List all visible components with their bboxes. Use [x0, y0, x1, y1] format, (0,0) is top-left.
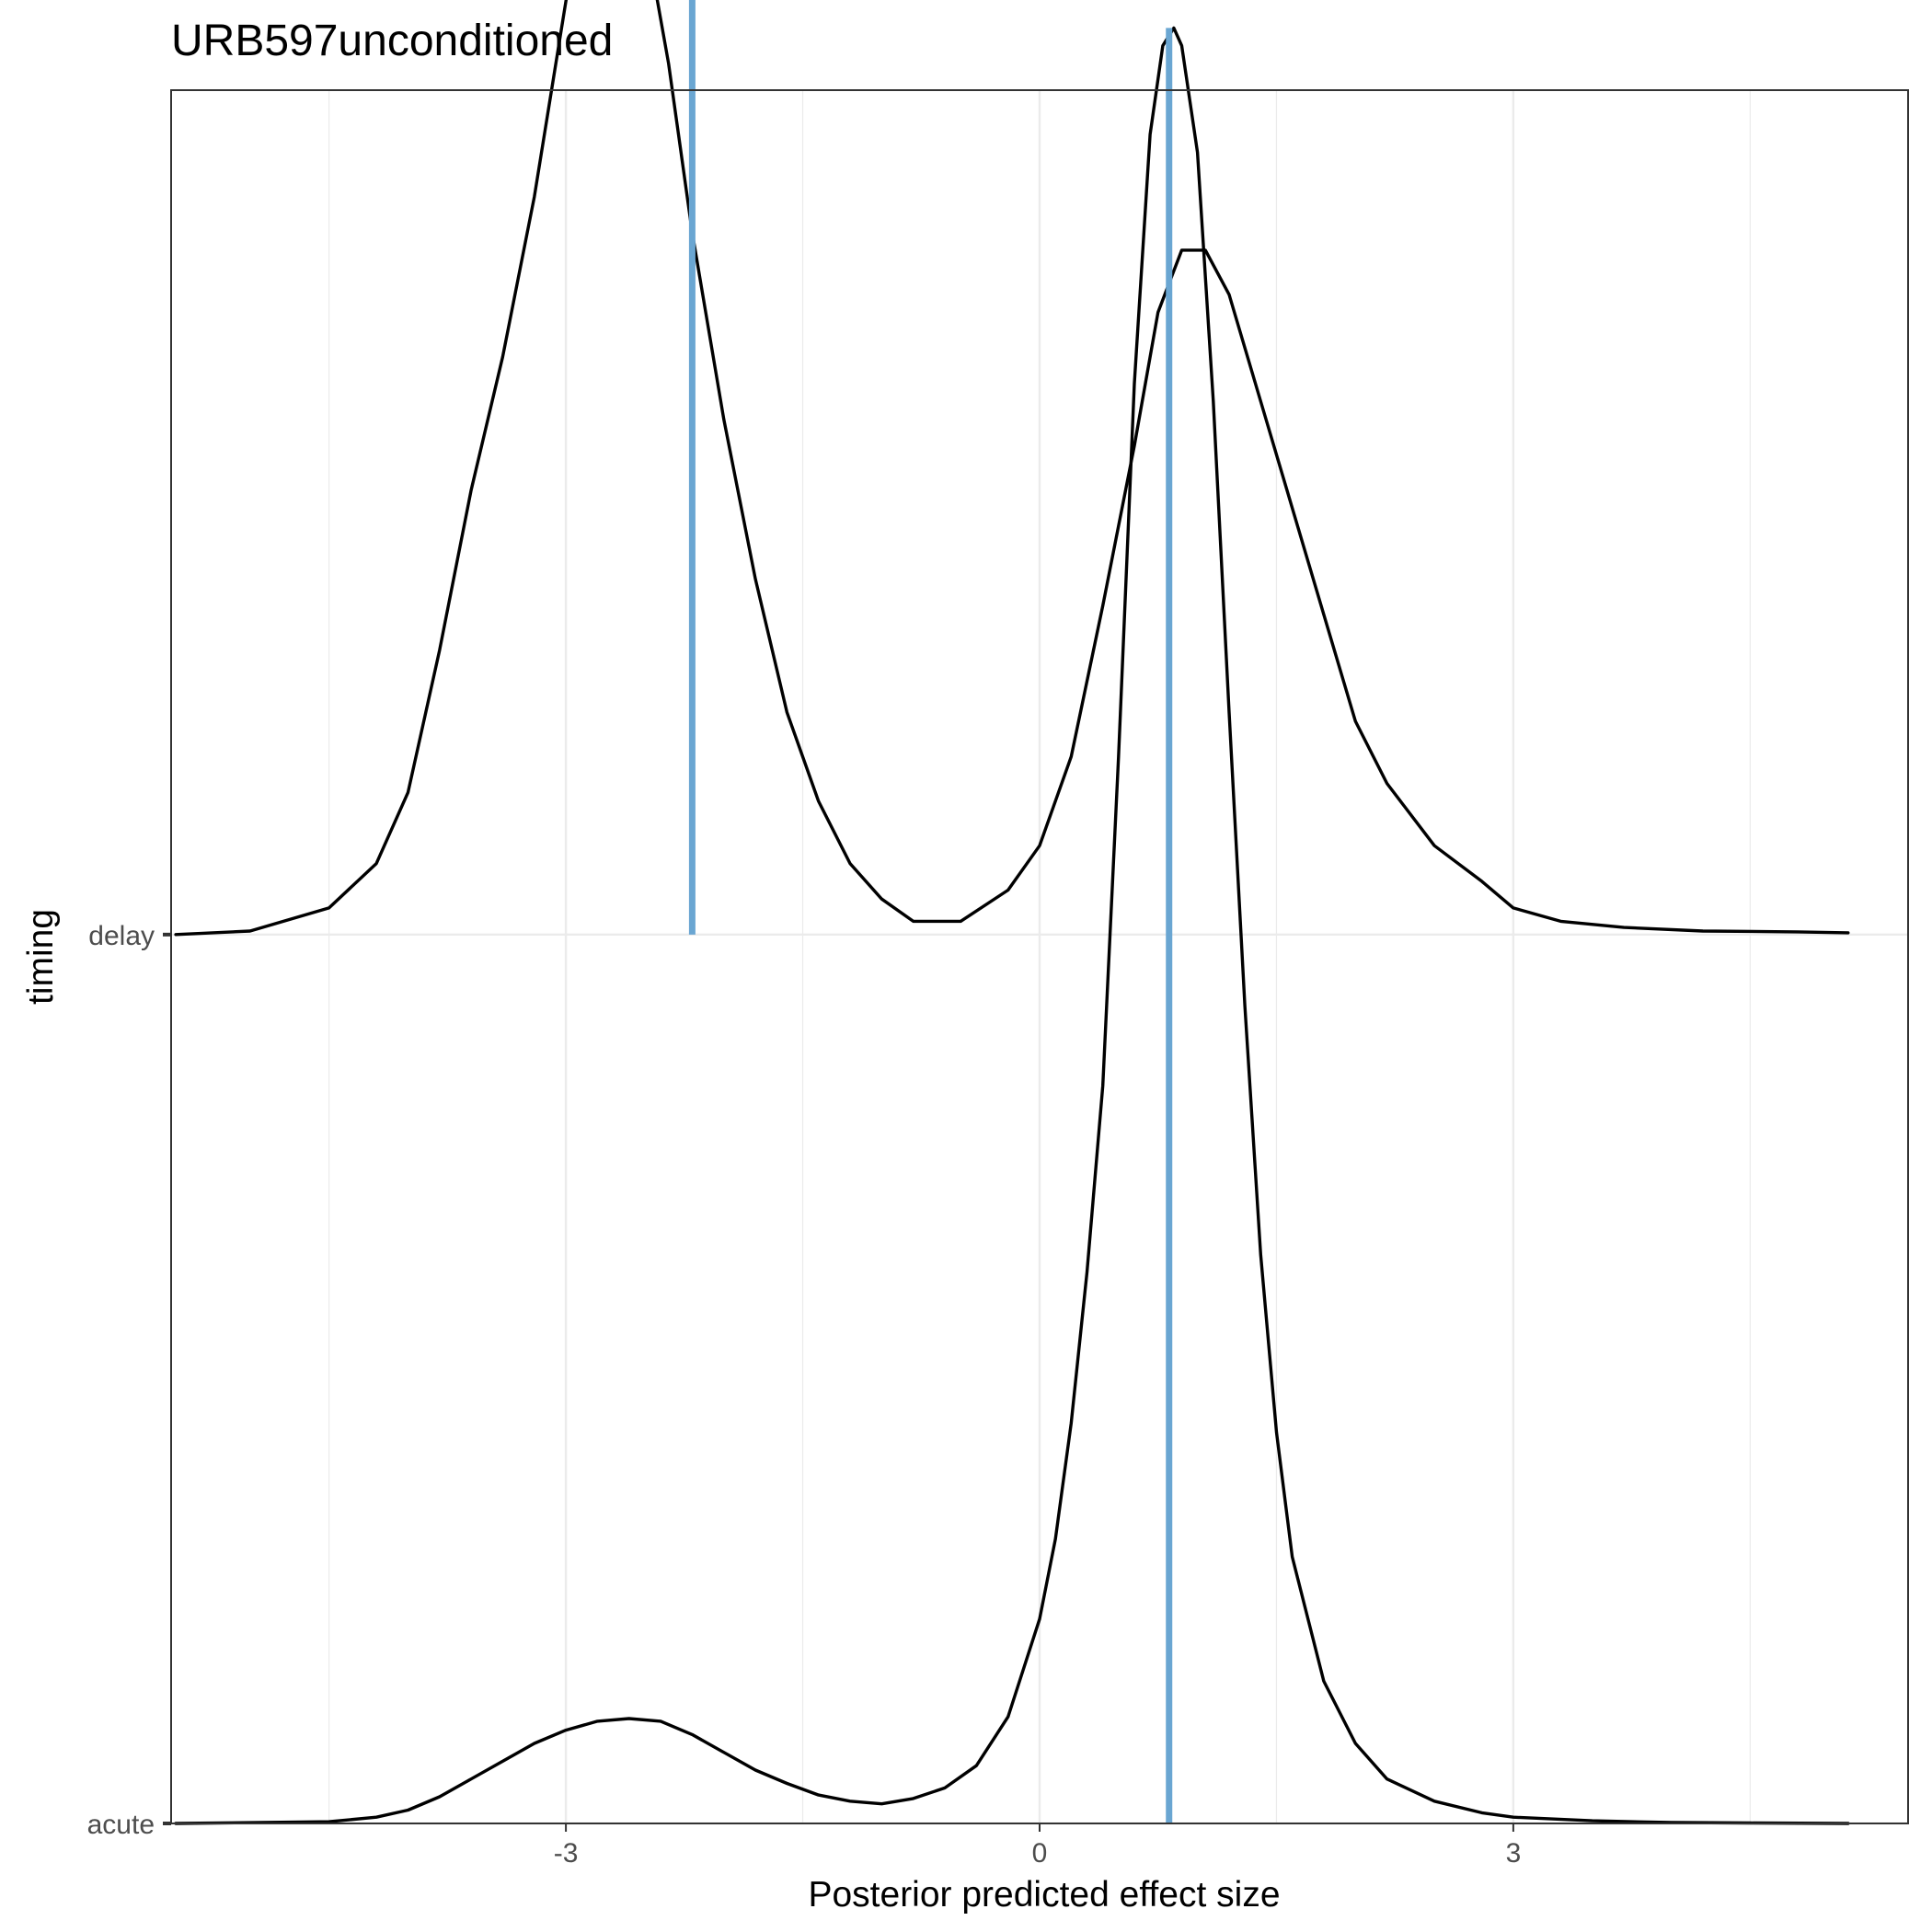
x-tick-label: -3: [554, 1838, 579, 1869]
y-tick-label: acute: [87, 1810, 155, 1840]
density-curve-acute: [174, 26, 1850, 1825]
density-curve-delay: [174, 0, 1850, 937]
x-tick-label: 0: [1032, 1838, 1048, 1869]
chart-title: URB597unconditioned: [171, 17, 613, 65]
x-tick-label: 3: [1506, 1838, 1522, 1869]
y-tick-label: delay: [88, 921, 155, 951]
x-axis-title: Posterior predicted effect size: [808, 1875, 1280, 1915]
y-axis-title: timing: [21, 909, 61, 1005]
plot-area: -3 0 3 acute delay: [87, 0, 1909, 1869]
